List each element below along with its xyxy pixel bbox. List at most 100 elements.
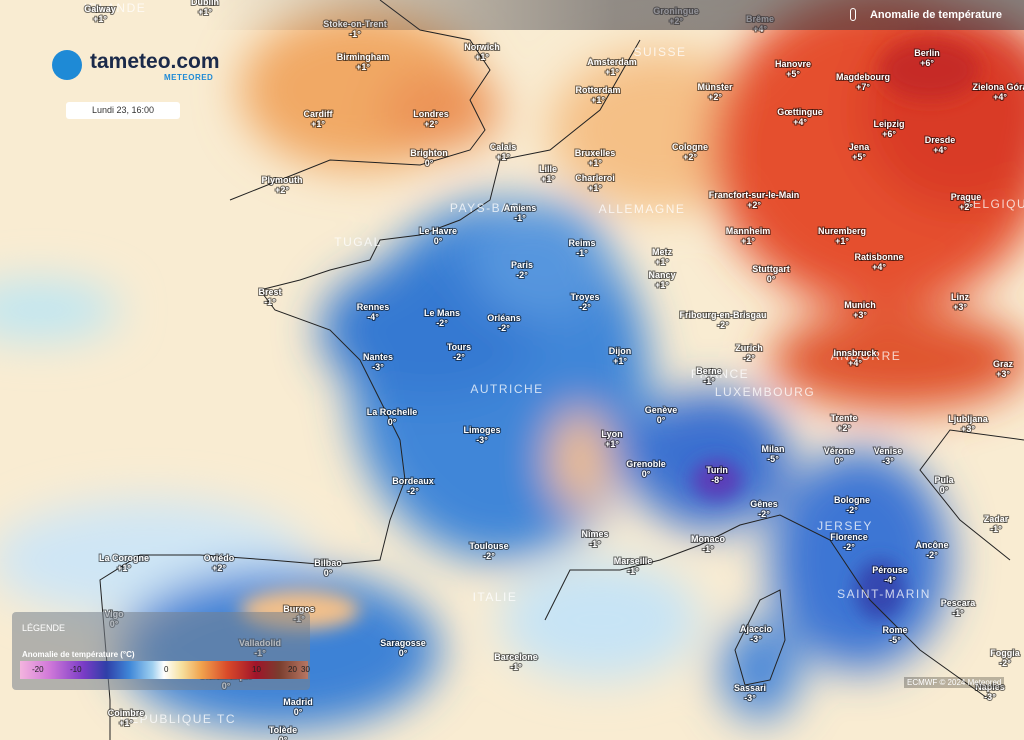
- city-name: Barcelone: [494, 652, 538, 662]
- city-anomaly: -3°: [984, 692, 996, 702]
- scale-label: -20: [32, 665, 44, 674]
- country-label: SAINT-MARIN: [837, 587, 931, 601]
- city-anomaly: -1°: [264, 297, 276, 307]
- city-name: Bordeaux: [392, 476, 434, 486]
- city-name: Pula: [934, 475, 954, 485]
- city-name: Cologne: [672, 142, 708, 152]
- country-label: ITALIE: [473, 590, 518, 604]
- city-anomaly: -1°: [514, 213, 526, 223]
- city-anomaly: -1°: [703, 376, 715, 386]
- city-name: Londres: [413, 109, 449, 119]
- city-name: Zurich: [735, 343, 763, 353]
- city-anomaly: -1°: [349, 29, 361, 39]
- country-label: ALLEMAGNE: [599, 202, 686, 216]
- logo[interactable]: tameteo.com METEORED: [52, 46, 220, 96]
- city-anomaly: +2°: [708, 92, 722, 102]
- city-anomaly: -2°: [407, 486, 419, 496]
- city-name: La Rochelle: [367, 407, 418, 417]
- city-anomaly: -5°: [767, 454, 779, 464]
- city-anomaly: -1°: [952, 608, 964, 618]
- city-name: Le Mans: [424, 308, 460, 318]
- city-anomaly: -8°: [711, 475, 723, 485]
- thermometer-icon: [850, 8, 856, 21]
- city-anomaly: +1°: [356, 62, 370, 72]
- city-anomaly: -2°: [579, 302, 591, 312]
- city-anomaly: +2°: [275, 185, 289, 195]
- scale-label: -10: [70, 665, 82, 674]
- city-anomaly: -3°: [372, 362, 384, 372]
- country-label: PAYS-BAS: [450, 201, 520, 215]
- city-name: Dresde: [925, 135, 956, 145]
- city-anomaly: 0°: [294, 707, 303, 717]
- city-anomaly: +6°: [882, 129, 896, 139]
- city-anomaly: 0°: [388, 417, 397, 427]
- city-anomaly: -1°: [627, 566, 639, 576]
- city-anomaly: +1°: [655, 257, 669, 267]
- city-name: Brighton: [410, 148, 448, 158]
- city-name: Graz: [993, 359, 1014, 369]
- sub-brand: METEORED: [164, 73, 214, 82]
- date[interactable]: Lundi 23, 16:00: [66, 102, 180, 119]
- legend-title: LÉGENDE: [22, 623, 66, 633]
- city-anomaly: -1°: [510, 662, 522, 672]
- city-name: Nancy: [648, 270, 675, 280]
- city-anomaly: -2°: [516, 270, 528, 280]
- city-name: Plymouth: [261, 175, 302, 185]
- city-anomaly: -2°: [926, 550, 938, 560]
- country-label: RÉPUBLIQUE TC: [120, 711, 236, 726]
- city-name: Foggia: [990, 648, 1020, 658]
- city-name: Münster: [697, 82, 733, 92]
- city-name: Florence: [830, 532, 868, 542]
- city-name: Leipzig: [874, 119, 905, 129]
- city-name: Norwich: [464, 42, 500, 52]
- city-anomaly: -2°: [846, 505, 858, 515]
- city-anomaly: +5°: [786, 69, 800, 79]
- city-anomaly: -2°: [498, 323, 510, 333]
- city-name: Bruxelles: [575, 148, 616, 158]
- city-name: Marseille: [614, 556, 653, 566]
- country-label: SUISSE: [633, 45, 686, 59]
- city-name: Tolède: [269, 725, 297, 735]
- city-anomaly: +2°: [683, 152, 697, 162]
- city-name: Vérone: [824, 446, 855, 456]
- city-name: Pescara: [941, 598, 977, 608]
- city-name: Jena: [849, 142, 871, 152]
- city-name: Lille: [539, 164, 557, 174]
- city-anomaly: 0°: [657, 415, 666, 425]
- city-name: Tours: [447, 342, 471, 352]
- city-name: La Corogne: [99, 553, 149, 563]
- city-anomaly: -2°: [436, 318, 448, 328]
- city-name: Dijon: [609, 346, 632, 356]
- city-anomaly: -3°: [476, 435, 488, 445]
- city-name: Milan: [761, 444, 784, 454]
- city-anomaly: 0°: [434, 236, 443, 246]
- city-anomaly: +1°: [119, 718, 133, 728]
- city-anomaly: -4°: [884, 575, 896, 585]
- city-name: Munich: [844, 300, 876, 310]
- city-anomaly: +4°: [933, 145, 947, 155]
- city-anomaly: +2°: [837, 423, 851, 433]
- city-anomaly: +7°: [856, 82, 870, 92]
- city-name: Zielona Góra: [972, 82, 1024, 92]
- city-anomaly: -1°: [702, 544, 714, 554]
- city-name: Venise: [874, 446, 903, 456]
- layer-title[interactable]: Anomalie de température: [869, 9, 1002, 21]
- city-name: Le Havre: [419, 226, 457, 236]
- city-anomaly: 0°: [324, 568, 333, 578]
- city-anomaly: -1°: [990, 524, 1002, 534]
- city-anomaly: +1°: [605, 67, 619, 77]
- city-anomaly: -3°: [750, 634, 762, 644]
- city-name: Genève: [645, 405, 678, 415]
- city-anomaly: -2°: [758, 509, 770, 519]
- city-anomaly: 0°: [425, 158, 434, 168]
- city-anomaly: -2°: [483, 551, 495, 561]
- city-anomaly: +1°: [835, 236, 849, 246]
- temperature-detail: [240, 40, 980, 630]
- city-name: Innsbruck: [833, 348, 877, 358]
- city-name: Nantes: [363, 352, 393, 362]
- city-anomaly: +1°: [741, 236, 755, 246]
- city-anomaly: +1°: [117, 563, 131, 573]
- country-label: BELGIQUE: [963, 197, 1024, 211]
- color-scale: [20, 661, 308, 679]
- city-name: Brest: [258, 287, 281, 297]
